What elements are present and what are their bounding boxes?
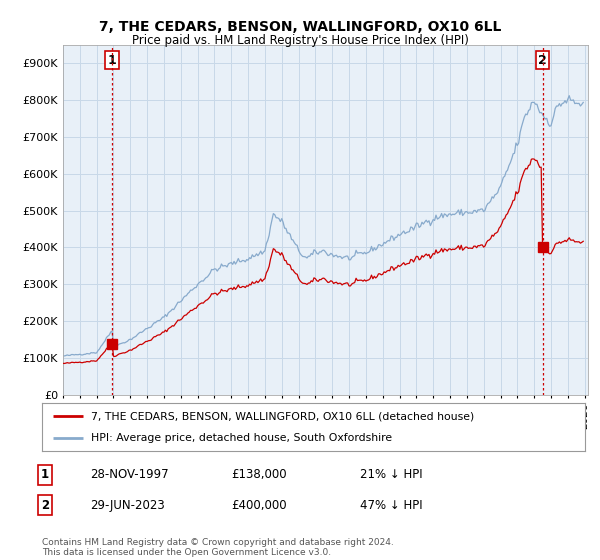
Text: 21% ↓ HPI: 21% ↓ HPI [360, 468, 422, 482]
Text: 1: 1 [41, 468, 49, 482]
Text: 7, THE CEDARS, BENSON, WALLINGFORD, OX10 6LL: 7, THE CEDARS, BENSON, WALLINGFORD, OX10… [99, 20, 501, 34]
Text: Price paid vs. HM Land Registry's House Price Index (HPI): Price paid vs. HM Land Registry's House … [131, 34, 469, 46]
Text: 1: 1 [108, 54, 116, 67]
Text: 7, THE CEDARS, BENSON, WALLINGFORD, OX10 6LL (detached house): 7, THE CEDARS, BENSON, WALLINGFORD, OX10… [91, 411, 474, 421]
Text: 29-JUN-2023: 29-JUN-2023 [90, 498, 165, 512]
Text: HPI: Average price, detached house, South Oxfordshire: HPI: Average price, detached house, Sout… [91, 433, 392, 443]
Text: 47% ↓ HPI: 47% ↓ HPI [360, 498, 422, 512]
Text: £400,000: £400,000 [231, 498, 287, 512]
Text: £138,000: £138,000 [231, 468, 287, 482]
Text: 28-NOV-1997: 28-NOV-1997 [90, 468, 169, 482]
Text: Contains HM Land Registry data © Crown copyright and database right 2024.
This d: Contains HM Land Registry data © Crown c… [42, 538, 394, 557]
Text: 2: 2 [538, 54, 547, 67]
Text: 2: 2 [41, 498, 49, 512]
